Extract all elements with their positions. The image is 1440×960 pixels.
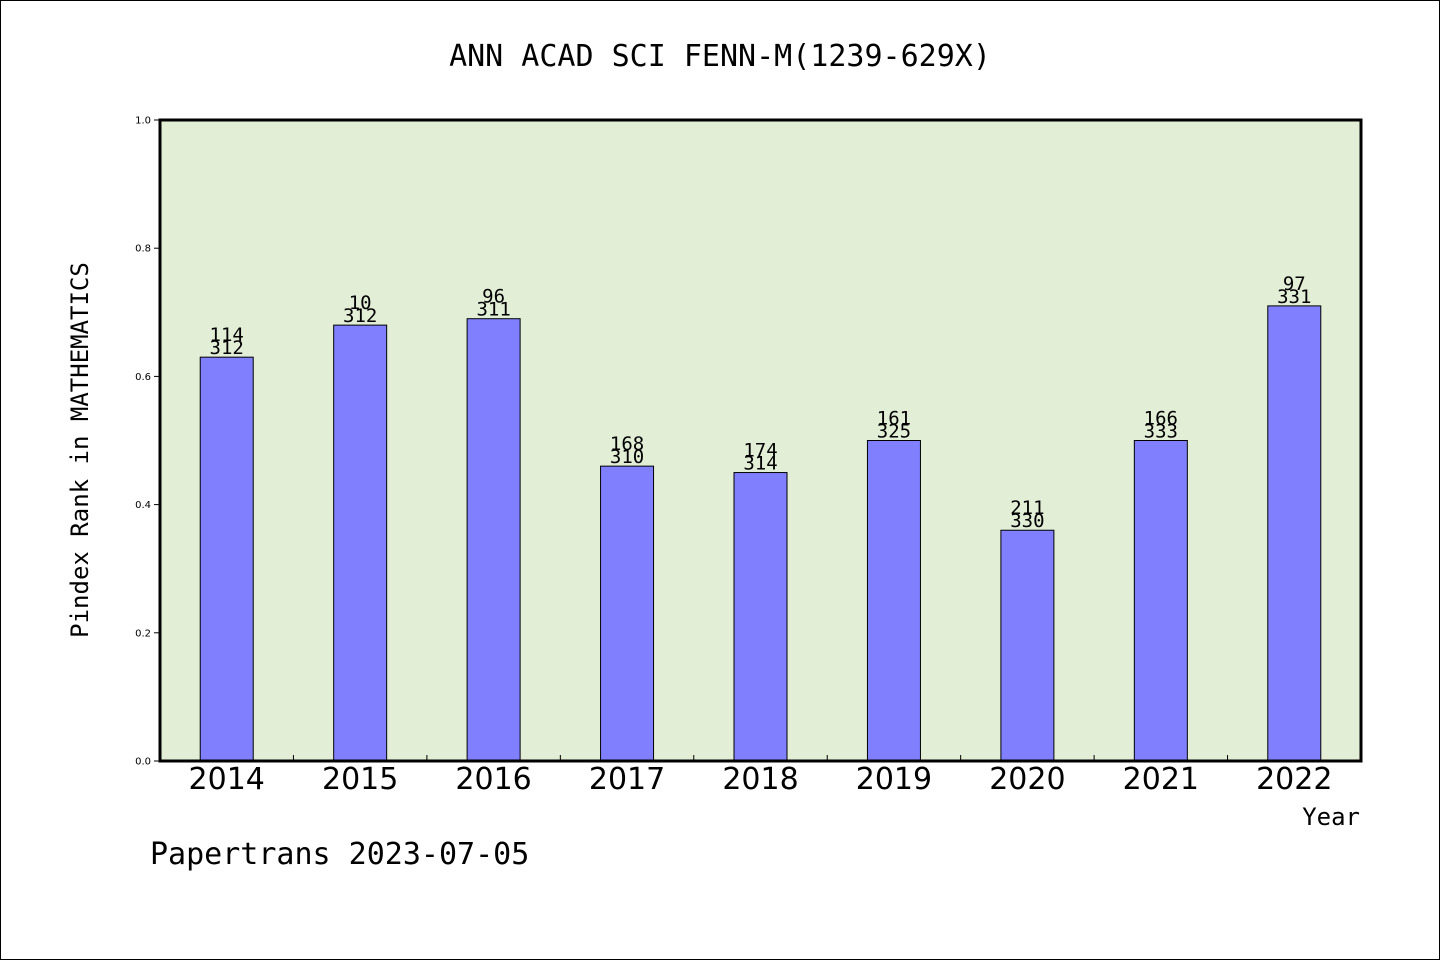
x-tick-label-2014: 2014: [189, 762, 265, 797]
bar-2022: [1267, 305, 1322, 762]
y-tick-label-1.0: 1.0: [135, 116, 151, 127]
bar-rank-label-2014: 114: [210, 324, 244, 346]
bar-rank-label-2018: 174: [743, 440, 777, 462]
y-tick-label-0.4: 0.4: [135, 500, 151, 511]
bar-2017: [600, 465, 655, 762]
bar-2015: [333, 324, 388, 762]
bar-rank-label-2022: 97: [1283, 273, 1306, 295]
bar-total-label-2019: 325: [877, 421, 911, 443]
y-axis-ticks: 0.0 0.2 0.4 0.6 0.8 1.0: [135, 116, 160, 768]
plot-border: [158, 118, 1363, 763]
bar-total-label-2014: 312: [210, 337, 244, 359]
y-tick-label-0.8: 0.8: [135, 244, 151, 255]
chart-title: ANN ACAD SCI FENN-M(1239-629X): [449, 39, 991, 74]
x-axis-ticks: 2014 2015 2016 2017 2018 2019 2020 2021 2022: [189, 755, 1332, 797]
y-axis-label: Pindex Rank in MATHEMATICS: [66, 262, 94, 638]
x-tick-label-2015: 2015: [322, 762, 398, 797]
bar-2020: [1000, 529, 1055, 762]
y-tick-label-0.2: 0.2: [135, 628, 151, 639]
bar-2019: [866, 440, 921, 762]
bar-total-label-2017: 310: [610, 446, 644, 468]
bar-total-label-2018: 314: [743, 453, 777, 475]
bar-rank-label-2021: 166: [1144, 408, 1178, 430]
x-axis-label: Year: [1302, 803, 1360, 831]
bar-2021: [1133, 440, 1188, 762]
bar-2014: [199, 356, 254, 762]
bar-total-label-2022: 331: [1277, 286, 1311, 308]
bars-group: [199, 305, 1322, 762]
x-tick-label-2020: 2020: [989, 762, 1065, 797]
bar-2018: [733, 472, 788, 762]
bar-total-label-2015: 312: [343, 305, 377, 327]
x-tick-label-2022: 2022: [1256, 762, 1332, 797]
bar-rank-label-2015: 10: [349, 292, 372, 314]
bar-rank-label-2017: 168: [610, 433, 644, 455]
x-tick-label-2021: 2021: [1123, 762, 1199, 797]
bar-rank-label-2016: 96: [482, 286, 505, 308]
x-tick-label-2017: 2017: [589, 762, 665, 797]
bar-rank-label-2020: 211: [1010, 497, 1044, 519]
footer-credit: Papertrans 2023-07-05: [150, 837, 529, 872]
bar-rank-label-2019: 161: [877, 408, 911, 430]
bar-total-label-2020: 330: [1010, 510, 1044, 532]
bar-total-label-2021: 333: [1144, 421, 1178, 443]
y-tick-label-0.0: 0.0: [135, 757, 151, 768]
x-tick-label-2019: 2019: [856, 762, 932, 797]
y-tick-label-0.6: 0.6: [135, 372, 151, 383]
bar-2016: [466, 318, 521, 762]
x-tick-label-2016: 2016: [455, 762, 531, 797]
x-tick-label-2018: 2018: [722, 762, 798, 797]
bar-total-label-2016: 311: [476, 299, 510, 321]
